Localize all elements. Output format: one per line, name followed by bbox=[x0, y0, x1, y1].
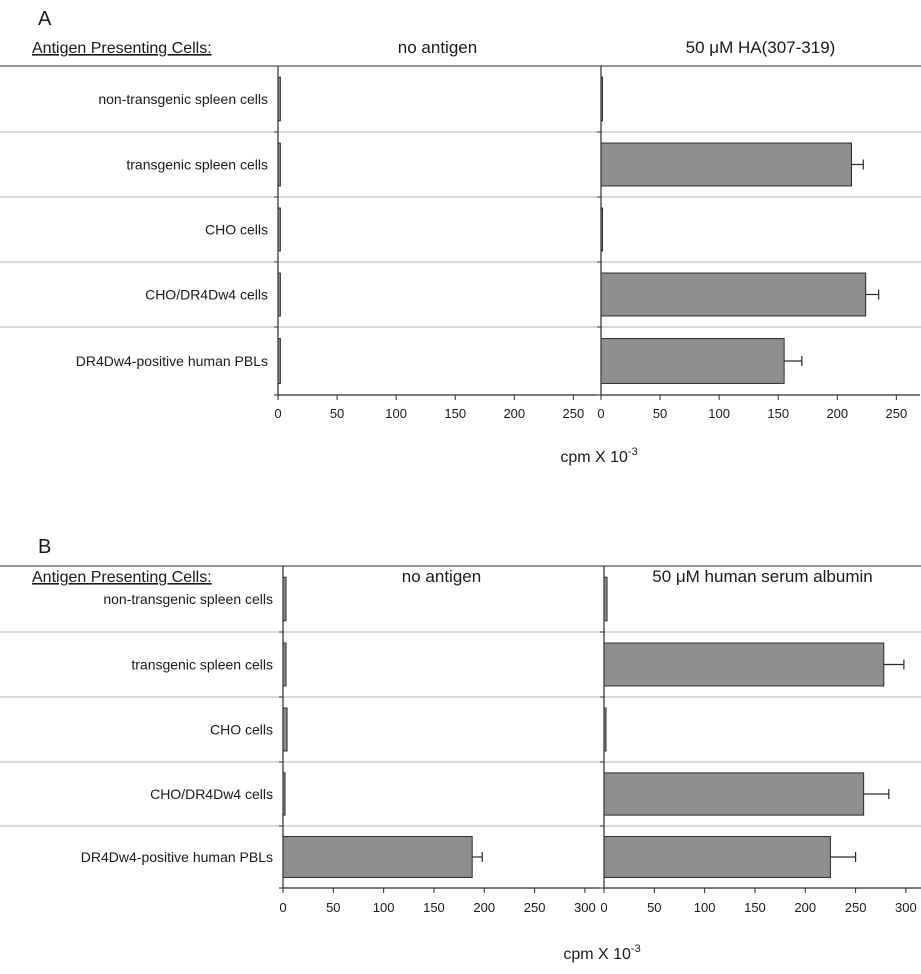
x-axis-label-base: cpm X 10 bbox=[560, 449, 628, 466]
x-tick-label: 150 bbox=[744, 900, 766, 915]
x-tick-label: 150 bbox=[444, 406, 466, 421]
bar bbox=[277, 142, 281, 187]
x-tick-label: 150 bbox=[423, 900, 445, 915]
bar bbox=[603, 772, 865, 816]
bar bbox=[603, 836, 831, 878]
x-tick-label: 100 bbox=[385, 406, 407, 421]
category-label: CHO cells bbox=[205, 222, 268, 238]
category-label: CHO/DR4Dw4 cells bbox=[150, 786, 273, 802]
x-tick-label: 100 bbox=[708, 406, 730, 421]
category-label: DR4Dw4-positive human PBLs bbox=[76, 353, 268, 369]
row-header-title: Antigen Presenting Cells: bbox=[32, 40, 212, 57]
panel-a: A Antigen Presenting Cells: non-transgenic… bbox=[0, 8, 921, 466]
subplot-no-antigen: no antigen 0 50 100 150 200 250 300 bbox=[279, 565, 600, 915]
category-label: transgenic spleen cells bbox=[131, 657, 273, 673]
bar bbox=[603, 642, 885, 687]
category-label: DR4Dw4-positive human PBLs bbox=[81, 849, 273, 865]
bar bbox=[600, 76, 603, 122]
panel-b: B Antigen Presenting Cells: non-transgenic… bbox=[0, 536, 921, 963]
column-header: 50 μM HA(307-319) bbox=[686, 38, 836, 57]
x-tick-label: 0 bbox=[279, 900, 286, 915]
x-tick-label: 100 bbox=[694, 900, 716, 915]
subplot-antigen: 50 μM HA(307-319) 0 50 100 150 200 250 bbox=[597, 38, 920, 421]
panel-letter: A bbox=[38, 8, 52, 30]
x-tick-label: 100 bbox=[373, 900, 395, 915]
x-tick-label: 150 bbox=[767, 406, 789, 421]
x-tick-label: 50 bbox=[647, 900, 661, 915]
subplot-no-antigen: no antigen 0 50 100 150 200 250 bbox=[274, 38, 597, 421]
category-label: CHO/DR4Dw4 cells bbox=[145, 287, 268, 303]
category-label: CHO cells bbox=[210, 722, 273, 738]
bar bbox=[277, 272, 281, 317]
x-tick-label: 250 bbox=[845, 900, 867, 915]
category-label: transgenic spleen cells bbox=[126, 157, 268, 173]
x-tick-label: 250 bbox=[886, 406, 908, 421]
bar bbox=[282, 836, 473, 878]
x-tick-label: 200 bbox=[826, 406, 848, 421]
x-axis-label-exponent: -3 bbox=[628, 446, 638, 458]
subplot-antigen: 50 μM human serum albumin 0 50 100 150 200 250… bbox=[600, 565, 921, 915]
x-axis-label-base: cpm X 10 bbox=[563, 946, 631, 963]
bar bbox=[282, 642, 287, 687]
bar bbox=[603, 707, 607, 752]
bar bbox=[600, 272, 867, 317]
bar bbox=[282, 576, 287, 622]
bar bbox=[277, 338, 281, 384]
x-tick-label: 250 bbox=[524, 900, 546, 915]
row-header-title: Antigen Presenting Cells: bbox=[32, 569, 212, 586]
bar bbox=[600, 207, 603, 252]
x-tick-label: 50 bbox=[653, 406, 667, 421]
x-tick-label: 200 bbox=[503, 406, 525, 421]
bar bbox=[282, 707, 288, 752]
column-header: 50 μM human serum albumin bbox=[652, 567, 873, 586]
x-tick-label: 250 bbox=[563, 406, 585, 421]
column-header: no antigen bbox=[402, 567, 481, 586]
bar bbox=[600, 338, 785, 384]
category-label: non-transgenic spleen cells bbox=[98, 91, 268, 107]
bar bbox=[603, 576, 608, 622]
x-tick-label: 50 bbox=[326, 900, 340, 915]
x-tick-label: 200 bbox=[473, 900, 495, 915]
x-axis-label: cpm X 10-3 bbox=[560, 446, 637, 466]
x-tick-label: 0 bbox=[274, 406, 281, 421]
bar bbox=[600, 142, 852, 187]
bar bbox=[282, 772, 286, 816]
category-label: non-transgenic spleen cells bbox=[103, 591, 273, 607]
x-tick-label: 300 bbox=[895, 900, 917, 915]
x-axis-label: cpm X 10-3 bbox=[563, 943, 640, 963]
bar bbox=[277, 76, 281, 122]
x-tick-label: 300 bbox=[574, 900, 596, 915]
panel-letter: B bbox=[38, 536, 51, 558]
x-tick-label: 0 bbox=[597, 406, 604, 421]
x-tick-label: 50 bbox=[330, 406, 344, 421]
column-header: no antigen bbox=[398, 38, 477, 57]
x-tick-label: 200 bbox=[794, 900, 816, 915]
bar bbox=[277, 207, 281, 252]
x-tick-label: 0 bbox=[600, 900, 607, 915]
x-axis-label-exponent: -3 bbox=[631, 943, 641, 955]
